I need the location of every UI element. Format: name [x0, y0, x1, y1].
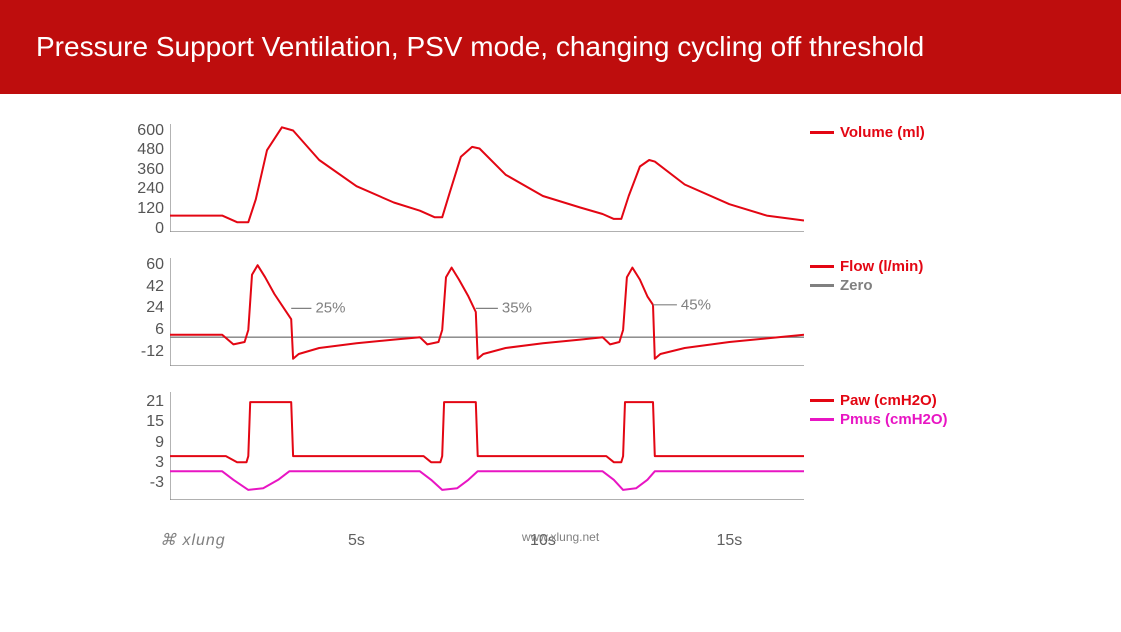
ytick: 600: [137, 122, 164, 140]
legend-label: Zero: [840, 277, 873, 294]
panel-flow: -126244260Flow (l/min)Zero25%35%45%: [170, 258, 804, 366]
footer-url: www.xlung.net: [0, 530, 1121, 544]
legend-swatch: [810, 131, 834, 134]
legend-volume: Volume (ml): [810, 124, 925, 143]
legend-swatch: [810, 399, 834, 402]
ytick: 6: [155, 321, 164, 339]
ytick: 480: [137, 141, 164, 159]
ytick: 21: [146, 393, 164, 411]
ytick: 9: [155, 434, 164, 452]
annotation-label: 45%: [681, 296, 711, 313]
ytick: 240: [137, 180, 164, 198]
annotation-label: 25%: [315, 300, 345, 317]
ytick: -3: [150, 474, 164, 492]
chart-svg: [170, 124, 804, 232]
chart-stage: 0120240360480600Volume (ml)-126244260Flo…: [0, 124, 1121, 556]
ytick: 42: [146, 278, 164, 296]
ytick: -12: [141, 343, 164, 361]
ytick: 120: [137, 200, 164, 218]
annotation-label: 35%: [502, 300, 532, 317]
legend-label: Volume (ml): [840, 124, 925, 141]
ytick: 0: [155, 220, 164, 238]
panel-volume: 0120240360480600Volume (ml): [170, 124, 804, 232]
legend-pressure: Paw (cmH2O) Pmus (cmH2O): [810, 392, 948, 430]
panel-pressure: -3391521Paw (cmH2O)Pmus (cmH2O): [170, 392, 804, 500]
ytick: 360: [137, 161, 164, 179]
legend-label: Pmus (cmH2O): [840, 411, 948, 428]
ytick: 15: [146, 413, 164, 431]
ytick: 60: [146, 256, 164, 274]
ytick: 24: [146, 299, 164, 317]
ytick: 3: [155, 454, 164, 472]
legend-label: Paw (cmH2O): [840, 392, 937, 409]
legend-swatch: [810, 284, 834, 287]
legend-flow: Flow (l/min) Zero: [810, 258, 923, 296]
legend-swatch: [810, 418, 834, 421]
page-title: Pressure Support Ventilation, PSV mode, …: [0, 0, 1121, 94]
chart-svg: [170, 392, 804, 500]
legend-swatch: [810, 265, 834, 268]
legend-label: Flow (l/min): [840, 258, 923, 275]
